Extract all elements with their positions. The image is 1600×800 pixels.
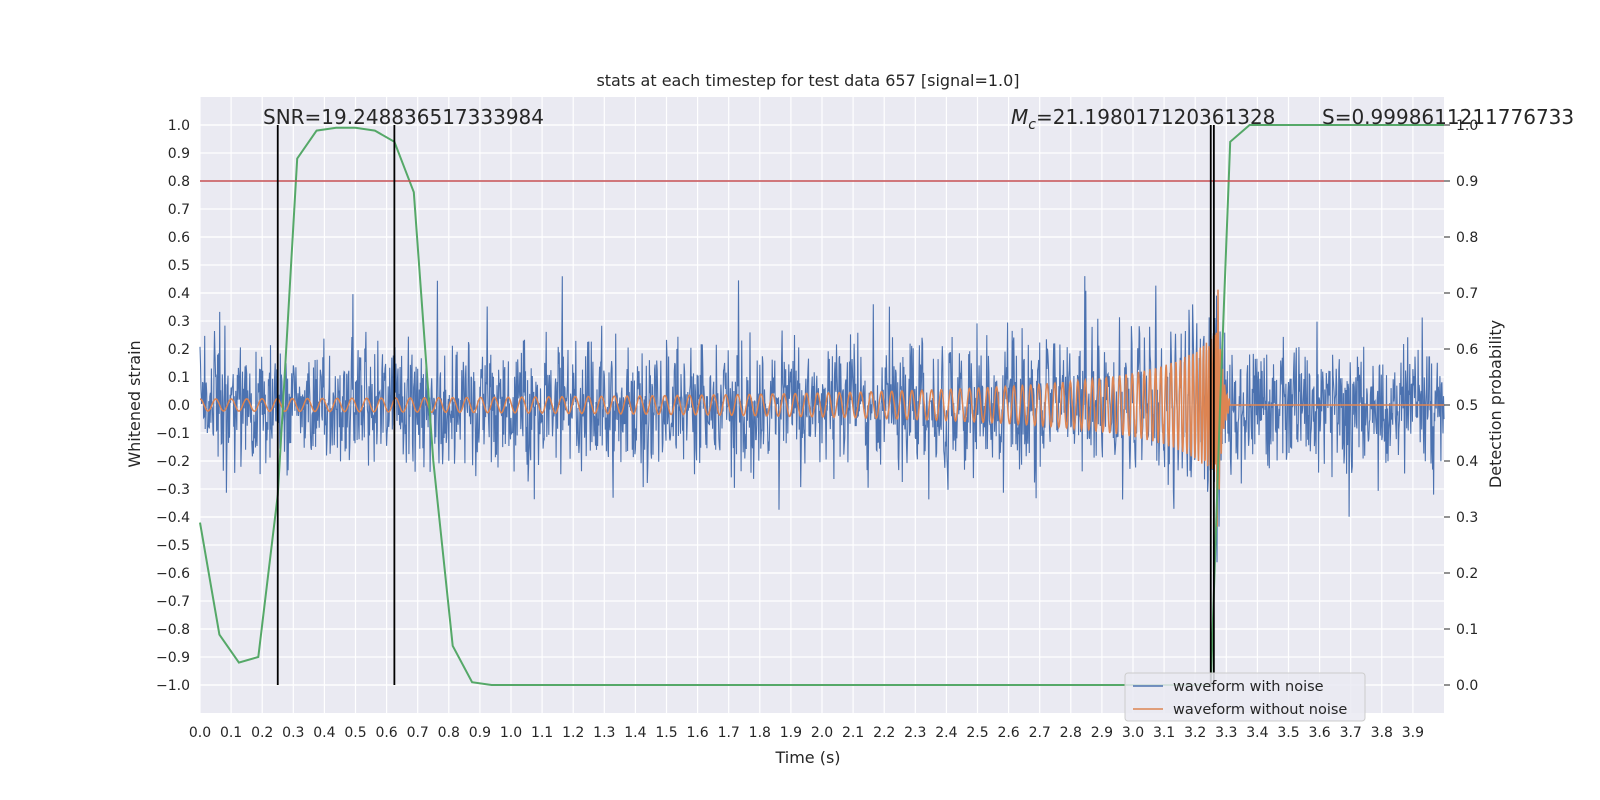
x-tick-label: 0.9 — [469, 725, 491, 741]
x-tick-label: 1.9 — [780, 725, 802, 741]
x-axis-label: Time (s) — [774, 748, 840, 767]
x-tick-label: 0.7 — [407, 725, 429, 741]
y-left-tick-label: −1.0 — [156, 678, 190, 694]
y-right-tick-label: 0.9 — [1456, 174, 1478, 190]
x-tick-label: 1.6 — [686, 725, 708, 741]
x-tick-label: 2.4 — [935, 725, 957, 741]
x-tick-label: 3.8 — [1371, 725, 1393, 741]
legend-box — [1124, 672, 1366, 722]
x-tick-label: 2.0 — [811, 725, 833, 741]
y-right-tick-label: 0.5 — [1456, 398, 1478, 414]
y-right-tick-label: 0.3 — [1456, 510, 1478, 526]
x-tick-label: 1.1 — [531, 725, 553, 741]
chirp-mass-symbol: M — [1011, 105, 1028, 129]
y-right-tick-label: 0.2 — [1456, 566, 1478, 582]
x-tick-label: 0.5 — [344, 725, 366, 741]
series-waveform-with-noise — [199, 276, 1445, 563]
x-tick-label: 3.6 — [1308, 725, 1330, 741]
x-tick-label: 2.8 — [1060, 725, 1082, 741]
chirp-mass-annotation: Mc=21.198017120361328 — [1011, 105, 1275, 133]
y-left-tick-label: 0.3 — [168, 314, 190, 330]
x-tick-label: 1.5 — [655, 725, 677, 741]
y-left-axis-ticks: 1.0 0.9 0.8 0.7 0.6 0.5 0.4 0.3 0.2 0.1 0.0 −0.1 −0.… — [156, 118, 190, 694]
y-right-tick-label: 0.6 — [1456, 342, 1478, 358]
y-right-tick-label: 0.0 — [1456, 678, 1478, 694]
x-tick-label: 2.6 — [997, 725, 1019, 741]
x-tick-label: 0.8 — [438, 725, 460, 741]
x-tick-label: 0.1 — [220, 725, 242, 741]
legend: waveform with noise waveform without noi… — [1124, 672, 1366, 722]
line-detection-probability — [199, 124, 1444, 686]
series-waveform-without-noise — [200, 289, 1444, 527]
x-tick-label: 3.4 — [1246, 725, 1268, 741]
x-tick-label: 3.3 — [1215, 725, 1237, 741]
x-tick-label: 0.4 — [313, 725, 335, 741]
x-tick-label: 0.2 — [251, 725, 273, 741]
x-tick-label: 2.5 — [966, 725, 988, 741]
y-right-tick-label: 0.4 — [1456, 454, 1478, 470]
chirp-mass-value: =21.198017120361328 — [1036, 105, 1275, 129]
legend-label-noise: waveform with noise — [1173, 679, 1324, 695]
x-tick-label: 1.3 — [593, 725, 615, 741]
x-tick-label: 3.0 — [1122, 725, 1144, 741]
marker-vertical-lines — [276, 125, 1215, 685]
x-tick-label: 1.8 — [749, 725, 771, 741]
y-left-tick-label: 0.2 — [168, 342, 190, 358]
y-left-tick-label: −0.8 — [156, 622, 190, 638]
y-left-tick-label: 0.5 — [168, 258, 190, 274]
y-left-axis-label: Whitened strain — [125, 340, 144, 467]
y-right-tick-label: 0.7 — [1456, 286, 1478, 302]
y-left-tick-label: −0.2 — [156, 454, 190, 470]
snr-annotation: SNR=19.248836517333984 — [263, 105, 544, 129]
x-tick-label: 2.7 — [1029, 725, 1051, 741]
x-tick-label: 2.1 — [842, 725, 864, 741]
series-detection-probability — [199, 124, 1444, 686]
x-tick-label: 3.1 — [1153, 725, 1175, 741]
snr-probability-annotation: S=0.9998611211776733 — [1322, 105, 1574, 129]
y-left-tick-label: −0.6 — [156, 566, 190, 582]
x-tick-label: 0.3 — [282, 725, 304, 741]
x-tick-label: 3.5 — [1277, 725, 1299, 741]
y-left-tick-label: 0.6 — [168, 230, 190, 246]
x-tick-label: 3.9 — [1402, 725, 1424, 741]
line-waveform-with-noise — [199, 276, 1445, 563]
x-tick-label: 2.9 — [1091, 725, 1113, 741]
y-right-tick-label: 0.8 — [1456, 230, 1478, 246]
x-tick-label: 1.2 — [562, 725, 584, 741]
y-left-tick-label: −0.5 — [156, 538, 190, 554]
x-tick-label: 2.2 — [873, 725, 895, 741]
y-left-tick-label: 0.8 — [168, 174, 190, 190]
y-left-tick-label: −0.9 — [156, 650, 190, 666]
line-waveform-without-noise — [200, 289, 1444, 527]
y-left-tick-label: −0.4 — [156, 510, 190, 526]
y-left-tick-label: 0.4 — [168, 286, 190, 302]
x-tick-label: 3.7 — [1340, 725, 1362, 741]
chirp-mass-subscript: c — [1028, 117, 1036, 133]
y-right-tick-label: 1.0 — [1456, 118, 1478, 134]
y-left-tick-label: −0.7 — [156, 594, 190, 610]
x-tick-label: 3.2 — [1184, 725, 1206, 741]
y-left-tick-label: −0.1 — [156, 426, 190, 442]
y-right-axis-label: Detection probability — [1486, 320, 1505, 488]
y-left-tick-label: 0.1 — [168, 370, 190, 386]
y-left-tick-label: 0.7 — [168, 202, 190, 218]
legend-label-clean: waveform without noise — [1173, 702, 1347, 718]
chart-title: stats at each timestep for test data 657… — [596, 71, 1019, 90]
y-left-tick-label: −0.3 — [156, 482, 190, 498]
y-left-tick-label: 0.0 — [168, 398, 190, 414]
x-tick-label: 1.0 — [500, 725, 522, 741]
x-tick-label: 0.6 — [375, 725, 397, 741]
x-axis-ticks: 0.0 0.1 0.2 0.3 0.4 0.5 0.6 0.7 0.8 0.9 1.0 1.1 1.2 1… — [189, 725, 1424, 741]
x-tick-label: 0.0 — [189, 725, 211, 741]
x-tick-label: 2.3 — [904, 725, 926, 741]
y-right-tick-label: 0.1 — [1456, 622, 1478, 638]
x-tick-label: 1.4 — [624, 725, 646, 741]
x-tick-label: 1.7 — [718, 725, 740, 741]
y-left-tick-label: 0.9 — [168, 146, 190, 162]
y-left-tick-label: 1.0 — [168, 118, 190, 134]
y-right-axis-ticks: 1.0 0.9 0.8 0.7 0.6 0.5 0.4 0.3 0.2 0.1 0.0 — [1444, 118, 1478, 694]
